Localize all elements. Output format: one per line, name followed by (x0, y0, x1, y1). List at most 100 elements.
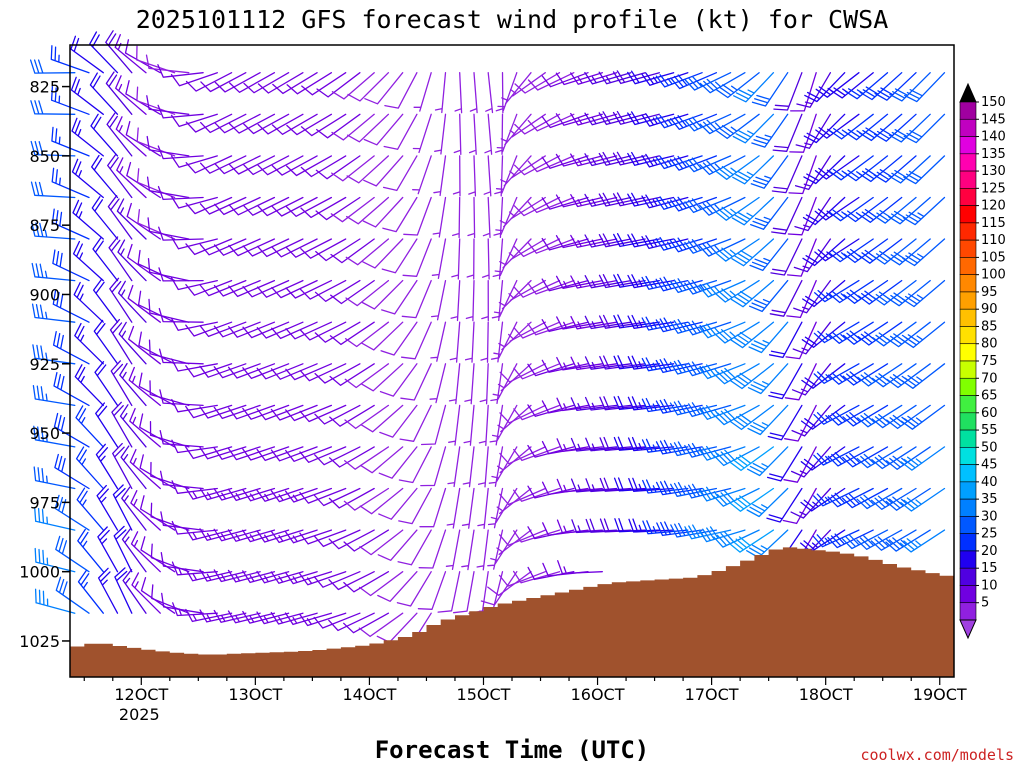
wind-barb (684, 320, 732, 336)
wind-barb (858, 155, 903, 183)
wind-barb (614, 518, 660, 533)
wind-barb (698, 238, 746, 257)
colorbar-label: 55 (981, 423, 998, 438)
wind-barb (199, 155, 247, 174)
wind-barb (555, 194, 603, 208)
wind-barb (242, 363, 290, 380)
colorbar-label: 140 (981, 130, 1006, 145)
wind-barb (185, 155, 233, 174)
wind-barb (527, 196, 575, 214)
wind-barb (468, 113, 477, 155)
wind-barb (813, 321, 860, 344)
wind-barb (684, 238, 732, 254)
wind-barb (359, 529, 404, 556)
wind-barb (97, 526, 119, 573)
wind-barb (699, 72, 746, 94)
wind-barb (500, 113, 532, 146)
wind-barb (199, 446, 247, 460)
wind-barb (481, 279, 489, 322)
wind-barb (828, 363, 874, 385)
wind-barb (213, 569, 261, 583)
wind-barb (108, 236, 133, 282)
wind-barb (541, 72, 589, 88)
wind-barb (256, 321, 304, 339)
wind-barb (873, 113, 917, 142)
wind-barb (842, 446, 889, 468)
wind-barb (698, 486, 746, 502)
wind-barb (527, 363, 575, 377)
wind-barb (328, 529, 375, 550)
wind-barb (669, 278, 718, 294)
wind-barb (271, 155, 318, 176)
wind-barb (627, 314, 675, 329)
wind-barb (499, 238, 532, 269)
wind-barb (452, 571, 475, 614)
wind-barb (136, 127, 176, 157)
wind-barb (185, 527, 233, 541)
wind-barb (813, 446, 860, 466)
wind-barb (95, 402, 119, 448)
wind-barb (130, 531, 161, 573)
wind-barb (242, 238, 290, 257)
wind-barb (114, 34, 147, 74)
wind-barb (434, 72, 447, 114)
wind-barb (872, 238, 917, 265)
wind-barb (256, 446, 304, 462)
wind-barb (901, 279, 946, 308)
wind-barb (841, 487, 889, 509)
colorbar-label: 110 (981, 233, 1006, 248)
wind-barb (494, 238, 518, 277)
wind-barb (121, 486, 147, 531)
credit-link[interactable]: coolwx.com/models (860, 746, 1014, 764)
wind-barb (242, 610, 290, 624)
wind-barb (499, 487, 546, 506)
y-axis: 825 850 875 900 925 950 975 1000 1025 (19, 78, 70, 651)
wind-barb (844, 113, 889, 141)
wind-barb (159, 389, 204, 407)
wind-barb (714, 279, 760, 303)
wind-barb (313, 529, 361, 548)
wind-barb (114, 567, 133, 614)
wind-barb (345, 238, 390, 266)
wind-barb (490, 529, 518, 565)
wind-barb (301, 72, 347, 96)
wind-barb (346, 196, 390, 225)
wind-barb (383, 113, 418, 150)
colorbar-label: 80 (981, 337, 998, 352)
wind-barb (256, 570, 304, 584)
wind-barb (478, 404, 489, 446)
wind-barb (541, 196, 589, 210)
wind-barb (257, 196, 304, 217)
wind-barb (491, 279, 504, 322)
wind-barb (140, 577, 176, 614)
wind-barb (570, 356, 618, 371)
wind-barb (361, 279, 404, 310)
wind-barb (452, 155, 461, 197)
wind-barb (729, 404, 775, 431)
wind-barb (463, 404, 475, 446)
wind-barb (733, 72, 775, 103)
wind-barb (270, 404, 318, 421)
wind-barb (171, 439, 218, 454)
wind-barb (131, 572, 161, 614)
wind-barb (30, 181, 76, 199)
wind-barb (343, 487, 390, 511)
wind-barb (555, 235, 603, 249)
wind-barb (160, 551, 204, 573)
wind-barb (771, 196, 803, 235)
wind-barb (344, 446, 390, 470)
wind-barb (119, 404, 147, 448)
wind-barb (585, 437, 632, 452)
wind-barb (513, 487, 561, 502)
wind-barb (698, 526, 746, 543)
wind-barb (714, 196, 760, 221)
wind-barb (214, 155, 261, 175)
wind-barb (887, 279, 931, 307)
wind-barb (129, 448, 161, 490)
wind-barb (360, 363, 404, 392)
wind-barb (328, 446, 375, 468)
wind-barb (513, 321, 561, 339)
wind-barb (127, 284, 161, 323)
wind-barb (814, 238, 860, 262)
wind-barb (814, 155, 860, 180)
